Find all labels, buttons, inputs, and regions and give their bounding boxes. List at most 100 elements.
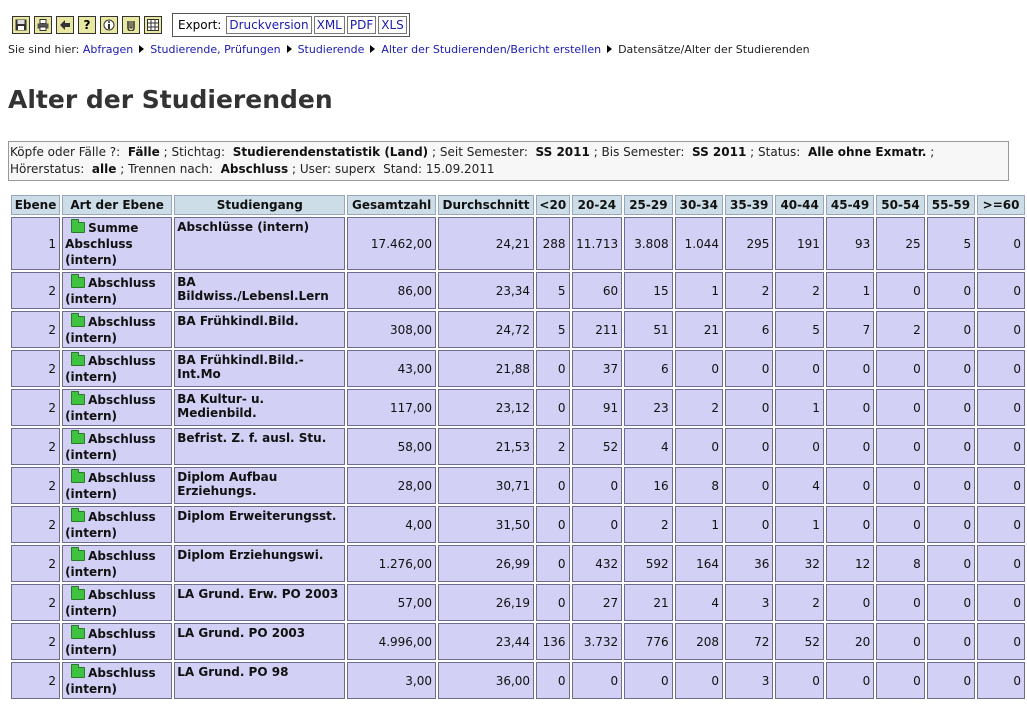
breadcrumb-link[interactable]: Studierende — [297, 43, 365, 56]
cell-age-count: 136 — [536, 623, 570, 660]
table-row: 2 Abschluss (intern) BA Bildwiss./Lebensl.… — [11, 272, 1025, 309]
cell-gesamtzahl: 3,00 — [347, 662, 436, 699]
folder-icon[interactable] — [71, 391, 86, 405]
folder-icon[interactable] — [71, 586, 86, 600]
cell-durchschnitt: 23,12 — [438, 389, 535, 426]
header-gesamtzahl: Gesamtzahl — [347, 195, 436, 215]
filter-value: alle — [91, 162, 117, 176]
export-label: Export: — [178, 18, 222, 32]
cell-art-der-ebene[interactable]: Abschluss (intern) — [62, 623, 173, 660]
grid-icon[interactable] — [144, 16, 162, 34]
cell-art-der-ebene[interactable]: Abschluss (intern) — [62, 428, 173, 465]
cell-age-count: 52 — [775, 623, 824, 660]
table-row: 2 Abschluss (intern) Diplom Erweiterungsst… — [11, 506, 1025, 543]
folder-icon[interactable] — [71, 547, 86, 561]
cell-ebene: 2 — [11, 428, 61, 465]
cell-age-count: 0 — [926, 272, 976, 309]
cell-age-count: 0 — [876, 389, 925, 426]
cell-gesamtzahl: 4.996,00 — [347, 623, 436, 660]
folder-icon[interactable] — [71, 313, 86, 327]
cell-age-count: 0 — [725, 428, 774, 465]
table-row: 2 Abschluss (intern) BA Kultur- u. Medienb… — [11, 389, 1025, 426]
back-arrow-icon[interactable] — [56, 16, 74, 34]
cell-age-count: 776 — [624, 623, 673, 660]
cell-age-count: 1 — [825, 272, 875, 309]
cell-art-der-ebene[interactable]: Abschluss (intern) — [62, 584, 173, 621]
cell-age-count: 0 — [725, 506, 774, 543]
folder-icon[interactable] — [71, 664, 86, 678]
header-age-bucket: 50-54 — [876, 195, 925, 215]
cell-art-der-ebene[interactable]: Abschluss (intern) — [62, 350, 173, 387]
export-xls-link[interactable]: XLS — [378, 16, 407, 34]
cell-art-der-ebene[interactable]: Abschluss (intern) — [62, 272, 173, 309]
cell-age-count: 0 — [536, 389, 570, 426]
cell-age-count: 0 — [571, 662, 623, 699]
table-row: 2 Abschluss (intern) Diplom Aufbau Erziehu… — [11, 467, 1025, 504]
cell-ebene: 2 — [11, 389, 61, 426]
cell-age-count: 3.732 — [571, 623, 623, 660]
cell-ebene: 2 — [11, 311, 61, 348]
folder-icon[interactable] — [71, 219, 86, 233]
cell-art-der-ebene[interactable]: Abschluss (intern) — [62, 545, 173, 582]
export-xml-link[interactable]: XML — [313, 16, 345, 34]
cell-age-count: 21 — [674, 311, 724, 348]
cell-age-count: 20 — [825, 623, 875, 660]
cell-durchschnitt: 30,71 — [438, 467, 535, 504]
breadcrumb-link[interactable]: Abfragen — [82, 43, 134, 56]
folder-icon[interactable] — [71, 352, 86, 366]
folder-icon[interactable] — [71, 508, 86, 522]
cell-age-count: 0 — [725, 389, 774, 426]
breadcrumb-link[interactable]: Studierende, Prüfungen — [150, 43, 281, 56]
cell-age-count: 93 — [825, 217, 875, 270]
table-row: 2 Abschluss (intern) Diplom Erziehungswi. 1… — [11, 545, 1025, 582]
art-label: Abschluss (intern) — [65, 588, 156, 618]
cell-art-der-ebene[interactable]: Abschluss (intern) — [62, 311, 173, 348]
cell-art-der-ebene[interactable]: Abschluss (intern) — [62, 662, 173, 699]
header-art-der-ebene: Art der Ebene — [62, 195, 173, 215]
info-icon[interactable] — [100, 16, 118, 34]
cell-age-count: 0 — [977, 311, 1025, 348]
breadcrumb-separator-icon — [139, 45, 145, 53]
export-druckversion-link[interactable]: Druckversion — [226, 16, 312, 34]
attachment-icon[interactable] — [122, 16, 140, 34]
folder-icon[interactable] — [71, 430, 86, 444]
save-icon[interactable] — [12, 16, 30, 34]
print-icon[interactable] — [34, 16, 52, 34]
export-pdf-link[interactable]: PDF — [346, 16, 377, 34]
cell-age-count: 0 — [876, 623, 925, 660]
folder-icon[interactable] — [71, 625, 86, 639]
cell-age-count: 0 — [876, 662, 925, 699]
cell-age-count: 0 — [977, 217, 1025, 270]
cell-age-count: 0 — [536, 350, 570, 387]
cell-gesamtzahl: 1.276,00 — [347, 545, 436, 582]
cell-ebene: 2 — [11, 467, 61, 504]
cell-age-count: 0 — [926, 662, 976, 699]
cell-age-count: 3.808 — [624, 217, 673, 270]
cell-durchschnitt: 24,21 — [438, 217, 535, 270]
cell-art-der-ebene[interactable]: Abschluss (intern) — [62, 506, 173, 543]
cell-age-count: 0 — [977, 506, 1025, 543]
cell-studiengang: LA Grund. PO 2003 — [174, 623, 346, 660]
folder-icon[interactable] — [71, 274, 86, 288]
cell-age-count: 0 — [876, 272, 925, 309]
cell-age-count: 2 — [775, 584, 824, 621]
help-icon[interactable]: ? — [78, 16, 96, 34]
breadcrumb-link[interactable]: Alter der Studierenden/Bericht erstellen — [381, 43, 602, 56]
table-row: 1 Summe Abschluss (intern) Abschlüsse (int… — [11, 217, 1025, 270]
cell-age-count: 60 — [571, 272, 623, 309]
filter-label: ; Stichtag: — [163, 145, 226, 159]
cell-age-count: 0 — [725, 467, 774, 504]
cell-age-count: 36 — [725, 545, 774, 582]
cell-age-count: 32 — [775, 545, 824, 582]
cell-age-count: 2 — [536, 428, 570, 465]
cell-age-count: 51 — [624, 311, 673, 348]
cell-art-der-ebene[interactable]: Summe Abschluss (intern) — [62, 217, 173, 270]
cell-age-count: 0 — [571, 467, 623, 504]
folder-icon[interactable] — [71, 469, 86, 483]
cell-age-count: 0 — [977, 428, 1025, 465]
table-row: 2 Abschluss (intern) LA Grund. PO 98 3,00 36… — [11, 662, 1025, 699]
cell-age-count: 0 — [825, 350, 875, 387]
cell-art-der-ebene[interactable]: Abschluss (intern) — [62, 389, 173, 426]
breadcrumb: Sie sind hier: Abfragen Studierende, Prüf… — [8, 43, 810, 56]
cell-art-der-ebene[interactable]: Abschluss (intern) — [62, 467, 173, 504]
